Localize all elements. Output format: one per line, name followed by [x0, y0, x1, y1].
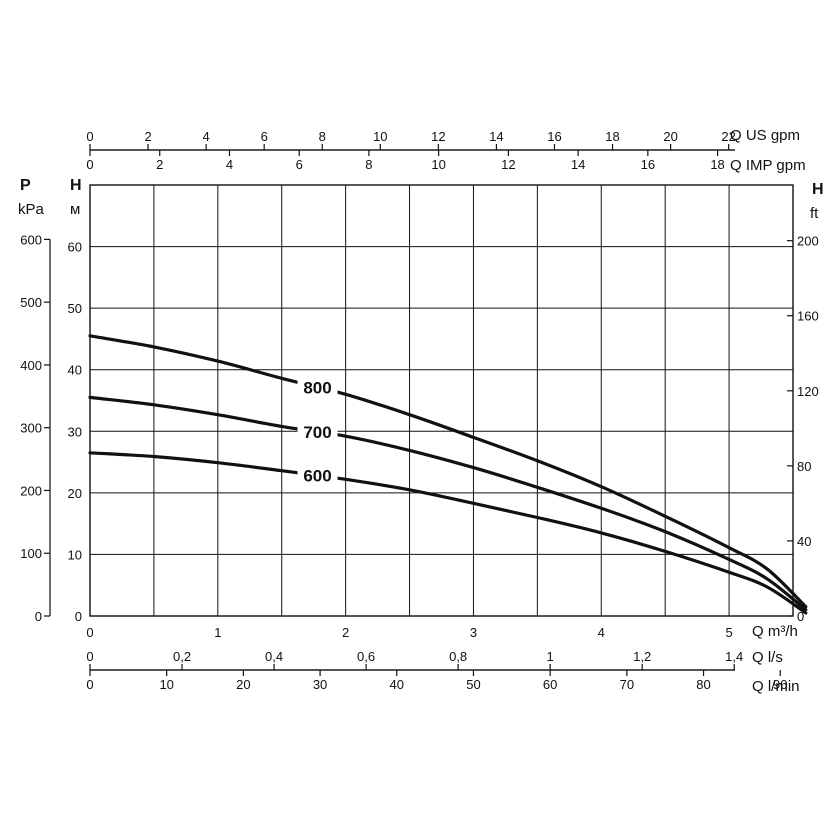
lmin-tick-label: 50	[466, 677, 480, 692]
lmin-tick-label: 20	[236, 677, 250, 692]
ls-tick-label: 1	[547, 649, 554, 664]
head-tick-label: 20	[68, 486, 82, 501]
curves	[88, 334, 808, 615]
lmin-tick-label: 70	[620, 677, 634, 692]
x-tick-label: 3	[470, 625, 477, 640]
lmin-tick-label: 10	[159, 677, 173, 692]
lmin-tick-label: 40	[390, 677, 404, 692]
ls-tick-label: 0,2	[173, 649, 191, 664]
feet-tick-label: 80	[797, 459, 811, 474]
us-gpm-tick-label: 6	[261, 129, 268, 144]
pressure-tick-label: 500	[20, 295, 42, 310]
imp-gpm-tick-label: 2	[156, 157, 163, 172]
imp-gpm-axis-title: Q IMP gpm	[730, 157, 806, 174]
us-gpm-tick-label: 8	[319, 129, 326, 144]
lmin-tick-label: 80	[696, 677, 710, 692]
head-axis-title: H	[70, 177, 82, 194]
ls-tick-label: 0,6	[357, 649, 375, 664]
x-tick-label: 2	[342, 625, 349, 640]
pressure-axis-title: P	[20, 177, 31, 194]
feet-axis-unit: ft	[810, 205, 819, 222]
curve-800	[88, 334, 808, 609]
lmin-tick-label: 60	[543, 677, 557, 692]
imp-gpm-tick-label: 10	[431, 157, 445, 172]
plot-frame	[89, 184, 794, 617]
head-axis-unit: м	[70, 201, 80, 218]
curve-labels: 800 700 600	[297, 376, 338, 487]
us-gpm-tick-label: 16	[547, 129, 561, 144]
x-tick-label: 4	[598, 625, 605, 640]
head-tick-label: 50	[68, 301, 82, 316]
lmin-tick-label: 90	[773, 677, 787, 692]
curve-label-600: 600	[303, 467, 331, 486]
x-tick-label: 0	[86, 625, 93, 640]
us-gpm-tick-label: 22	[721, 129, 735, 144]
pressure-tick-label: 200	[20, 483, 42, 498]
curve-label-800: 800	[303, 378, 331, 397]
ls-tick-label: 0,8	[449, 649, 467, 664]
curve-700	[88, 395, 808, 612]
imp-gpm-tick-label: 12	[501, 157, 515, 172]
curve-label-bg	[297, 376, 338, 399]
imp-gpm-tick-label: 14	[571, 157, 585, 172]
head-tick-label: 0	[75, 609, 82, 624]
feet-tick-label: 160	[797, 309, 819, 324]
x-tick-label: 1	[214, 625, 221, 640]
us-gpm-tick-label: 2	[144, 129, 151, 144]
us-gpm-tick-label: 12	[431, 129, 445, 144]
imp-gpm-tick-label: 16	[641, 157, 655, 172]
us-gpm-tick-label: 4	[203, 129, 210, 144]
feet-tick-label: 0	[797, 609, 804, 624]
feet-tick-label: 120	[797, 384, 819, 399]
pressure-tick-label: 300	[20, 421, 42, 436]
us-gpm-tick-label: 0	[86, 129, 93, 144]
us-gpm-tick-label: 18	[605, 129, 619, 144]
imp-gpm-tick-label: 4	[226, 157, 233, 172]
curve-600	[88, 451, 808, 615]
us-gpm-axis-title: Q US gpm	[730, 127, 800, 144]
grid-lines	[90, 185, 793, 616]
ls-tick-label: 1,2	[633, 649, 651, 664]
us-gpm-tick-label: 20	[663, 129, 677, 144]
ls-tick-label: 0	[86, 649, 93, 664]
feet-tick-label: 40	[797, 534, 811, 549]
imp-gpm-tick-label: 8	[365, 157, 372, 172]
pressure-tick-label: 0	[35, 609, 42, 624]
imp-gpm-tick-label: 18	[710, 157, 724, 172]
ls-tick-label: 1,4	[725, 649, 743, 664]
imp-gpm-tick-label: 0	[86, 157, 93, 172]
curve-label-700: 700	[303, 423, 331, 442]
x-tick-label: 5	[725, 625, 732, 640]
us-gpm-tick-label: 10	[373, 129, 387, 144]
lmin-tick-label: 30	[313, 677, 327, 692]
axes: 0102030405060010020030040050060004080120…	[20, 129, 818, 692]
x-axis-title: Q m³/h	[752, 623, 798, 640]
feet-axis-title: H	[812, 181, 824, 198]
lmin-axis-title: Q l/min	[752, 678, 800, 695]
head-tick-label: 60	[68, 240, 82, 255]
us-gpm-tick-label: 14	[489, 129, 503, 144]
curve-label-bg	[297, 464, 338, 487]
head-tick-label: 10	[68, 547, 82, 562]
pressure-tick-label: 600	[20, 232, 42, 247]
ls-axis-title: Q l/s	[752, 649, 783, 666]
ls-tick-label: 0,4	[265, 649, 283, 664]
curve-label-bg	[297, 420, 338, 443]
head-tick-label: 30	[68, 424, 82, 439]
pressure-axis-unit: kPa	[18, 201, 45, 218]
head-tick-label: 40	[68, 363, 82, 378]
pressure-tick-label: 400	[20, 358, 42, 373]
imp-gpm-tick-label: 6	[296, 157, 303, 172]
pressure-tick-label: 100	[20, 546, 42, 561]
feet-tick-label: 200	[797, 234, 819, 249]
lmin-tick-label: 0	[86, 677, 93, 692]
